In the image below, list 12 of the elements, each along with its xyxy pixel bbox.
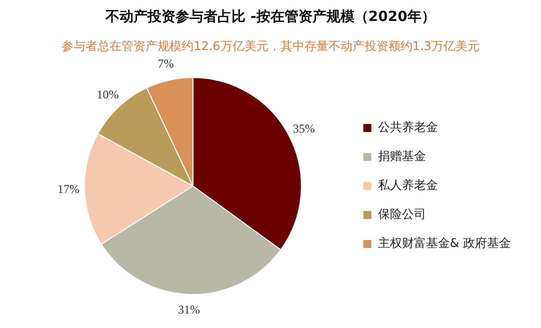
chart-title: 不动产投资参与者占比 -按在管资产规模（2020年） <box>104 8 436 26</box>
legend-label: 捐赠基金 <box>378 149 426 164</box>
data-label: 10% <box>96 87 119 102</box>
legend-label: 公共养老金 <box>378 120 438 134</box>
legend-label: 保险公司 <box>378 207 426 222</box>
legend-label: 主权财富基金& 政府基金 <box>378 236 511 250</box>
data-label: 31% <box>178 302 200 317</box>
legend-label: 私人养老金 <box>378 178 438 192</box>
chart-subtitle: 参与者总在管资产规模约12.6万亿美元，其中存量不动产投资额约1.3万亿美元 <box>60 38 480 55</box>
data-label: 7% <box>158 56 174 71</box>
data-label: 17% <box>57 182 80 196</box>
data-label: 35% <box>292 122 315 136</box>
